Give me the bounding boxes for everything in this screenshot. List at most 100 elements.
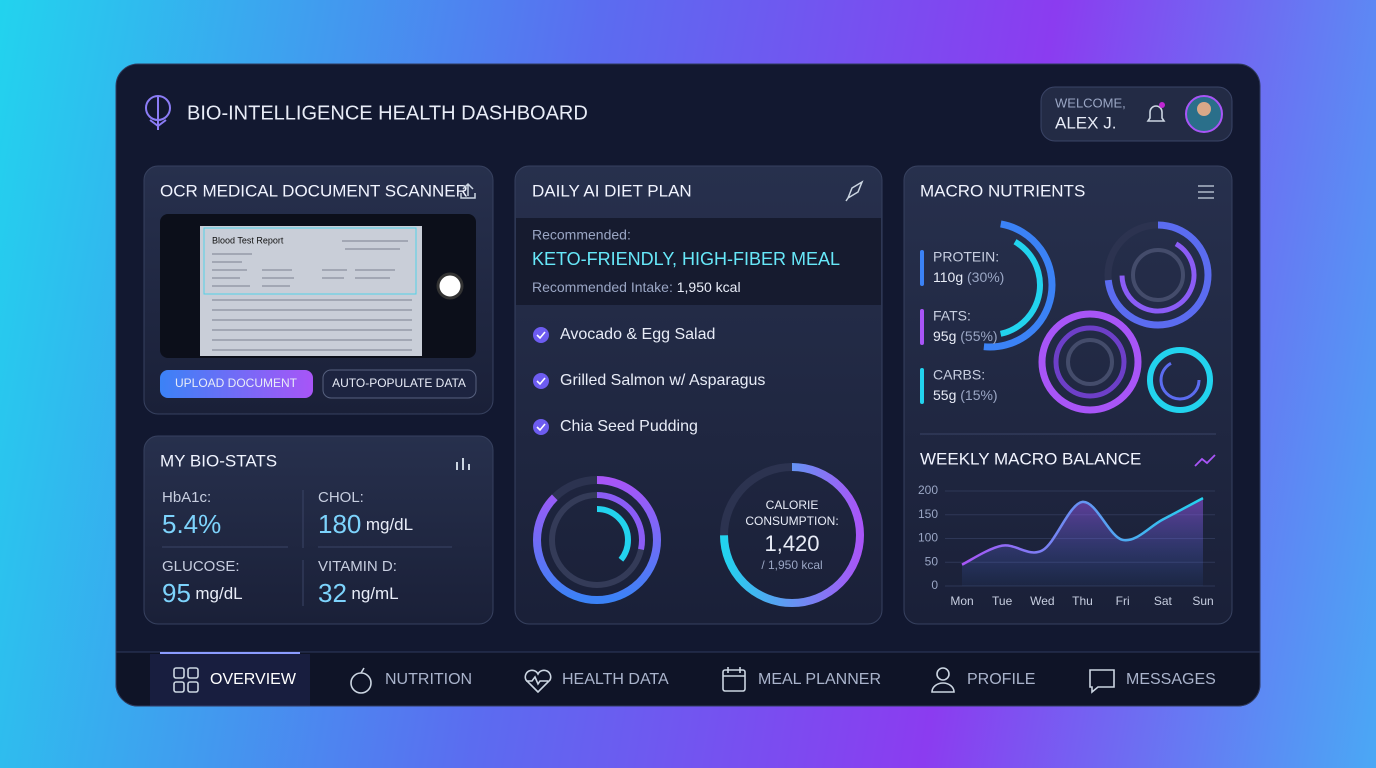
dividers — [162, 490, 452, 606]
card-title: DAILY AI DIET PLAN — [532, 181, 692, 200]
weekly-chart: 0 50 100 150 200 Mon Tue Wed Thu Fri Sat Sun — [918, 483, 1215, 608]
macro-amount: 55g (15%) — [933, 387, 998, 403]
nav-item[interactable]: OVERVIEW — [210, 671, 297, 688]
x-tick-label: Wed — [1030, 594, 1054, 608]
macro-amount: 95g (55%) — [933, 328, 998, 344]
macro-grams: 95g — [933, 328, 956, 344]
nav-bar — [115, 651, 1261, 707]
macro-share: (15%) — [960, 387, 997, 403]
welcome: WELCOME, — [1055, 95, 1126, 110]
check — [533, 327, 549, 343]
recommend-band — [516, 218, 881, 305]
recommended-label: Recommended: — [532, 227, 631, 243]
upload-button[interactable] — [160, 370, 313, 398]
notification-dot — [1159, 102, 1165, 108]
calorie-label: CONSUMPTION: — [745, 514, 838, 528]
stat-value: 32 — [318, 578, 347, 608]
x-tick-label: Sat — [1154, 594, 1173, 608]
nav-items: OVERVIEW NUTRITION HEALTH DATA MEAL PLANNER… — [210, 671, 1216, 688]
x-tick-label: Tue — [992, 594, 1013, 608]
shutter[interactable] — [436, 272, 464, 300]
macro-name: FATS: — [933, 308, 971, 324]
nav-item[interactable]: NUTRITION — [385, 671, 472, 688]
stats-icon — [456, 458, 470, 470]
macro-amount: 110g (30%) — [933, 269, 1004, 285]
intake-value: 1,950 kcal — [677, 279, 741, 295]
stat-unit: ng/mL — [351, 584, 398, 603]
meal-list: Avocado & Egg Salad Grilled Salmon w/ Asp… — [533, 326, 765, 435]
stats: HbA1c: 5.4% CHOL: 180 mg/dL GLUCOSE: 95 mg/dL… — [162, 489, 413, 608]
calorie-value: 1,420 — [764, 531, 819, 556]
macro-bar — [920, 250, 924, 286]
meal: KETO-FRIENDLY, HIGH-FIBER MEAL — [532, 249, 840, 269]
stat-value: 5.4% — [162, 509, 221, 539]
stat: 32 ng/mL — [318, 578, 399, 608]
check-mark — [536, 423, 546, 432]
macro-card — [903, 165, 1233, 625]
meal-item: Avocado & Egg Salad — [560, 326, 715, 343]
macro-share: (55%) — [960, 328, 997, 344]
y-tick-label: 150 — [918, 507, 938, 521]
check — [533, 419, 549, 435]
avatar-face — [1197, 102, 1211, 116]
y-tick-label: 0 — [931, 578, 938, 592]
nav-item[interactable]: MESSAGES — [1126, 671, 1216, 688]
macro-name: CARBS: — [933, 367, 985, 383]
nav-item[interactable]: PROFILE — [967, 671, 1035, 688]
autopopulate-button[interactable] — [322, 369, 477, 399]
intake: Recommended Intake: 1,950 kcal — [532, 279, 741, 295]
x-tick-label: Mon — [950, 594, 973, 608]
trend-icon — [1194, 454, 1216, 467]
button-label: UPLOAD DOCUMENT — [175, 376, 298, 390]
macro-rings — [924, 219, 1213, 414]
logo — [145, 95, 171, 130]
card-title: MACRO NUTRIENTS — [920, 181, 1085, 200]
user-pill — [1040, 86, 1233, 142]
y-tick-label: 100 — [918, 531, 938, 545]
y-tick-label: 50 — [925, 554, 939, 568]
nav-item[interactable]: HEALTH DATA — [562, 671, 669, 688]
nav-active-bg — [150, 654, 310, 706]
stat-unit: mg/dL — [195, 584, 242, 603]
stat-unit: mg/dL — [366, 515, 413, 534]
document — [200, 226, 422, 356]
doc-title: Blood Test Report — [212, 235, 284, 245]
stat: 95 mg/dL — [162, 578, 243, 608]
card-title: MY BIO-STATS — [160, 451, 277, 470]
nav-item[interactable]: MEAL PLANNER — [758, 671, 881, 688]
macro-bar — [920, 309, 924, 345]
rocket-icon — [845, 180, 864, 202]
meal-item: Grilled Salmon w/ Asparagus — [560, 372, 765, 389]
x-tick-label: Sun — [1192, 594, 1213, 608]
bell-icon[interactable] — [1146, 105, 1166, 122]
line — [961, 497, 1204, 566]
card-title: OCR MEDICAL DOCUMENT SCANNER — [160, 181, 468, 200]
stat-label: CHOL: — [318, 489, 364, 506]
stat-label: GLUCOSE: — [162, 558, 240, 575]
macro-grams: 55g — [933, 387, 956, 403]
button-label: AUTO-POPULATE DATA — [332, 376, 466, 390]
x-tick-label: Thu — [1072, 594, 1093, 608]
nav-icons — [173, 667, 1115, 694]
macro-list: PROTEIN: 110g (30%) FATS: 95g (55%) CARBS: 55… — [920, 249, 1004, 404]
macro-bar — [920, 368, 924, 404]
stat-value: 180 — [318, 509, 361, 539]
filter-icon[interactable] — [1198, 185, 1214, 199]
app-title: BIO-INTELLIGENCE HEALTH DASHBOARD — [187, 102, 588, 124]
diet-rings — [533, 463, 864, 607]
stat-label: VITAMIN D: — [318, 558, 397, 575]
stat-label: HbA1c: — [162, 489, 211, 506]
upload-icon[interactable] — [460, 182, 476, 199]
x-tick-label: Fri — [1116, 594, 1130, 608]
intake-label: Recommended Intake: — [532, 279, 673, 295]
meal-item: Chia Seed Pudding — [560, 418, 698, 435]
scan-frame — [203, 227, 417, 295]
stat: 5.4% — [162, 509, 221, 539]
chart-title: WEEKLY MACRO BALANCE — [920, 449, 1141, 468]
y-tick-label: 200 — [918, 483, 938, 497]
macro-name: PROTEIN: — [933, 249, 999, 265]
macro-grams: 110g — [933, 269, 963, 285]
check — [533, 373, 549, 389]
